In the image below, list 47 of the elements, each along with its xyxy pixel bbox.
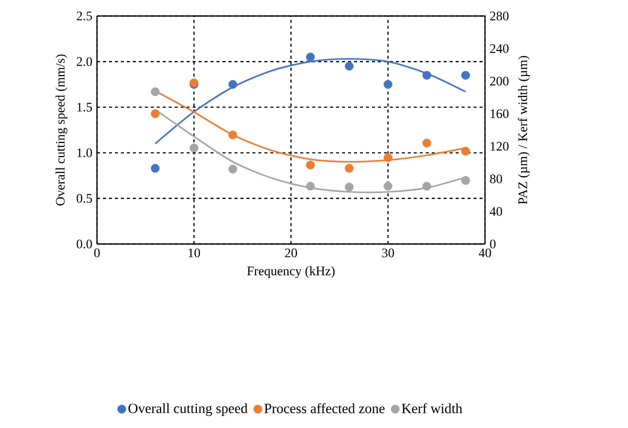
y2-tick-label: 120	[490, 142, 509, 151]
point	[344, 62, 354, 71]
legend-label: Process affected zone	[264, 403, 385, 414]
y-tick-label: 1.0	[77, 148, 92, 158]
point	[228, 80, 238, 89]
x-tick-label: 10	[188, 248, 200, 258]
x-tick-label: 30	[382, 248, 394, 258]
x-tick-label: 0	[94, 248, 100, 258]
y2-tick-label: 40	[490, 207, 502, 216]
legend-label: Overall cutting speed	[128, 403, 248, 416]
point	[228, 164, 238, 174]
x-axis-title: Frequency (kHz)	[247, 266, 335, 278]
point	[306, 160, 315, 170]
point	[384, 153, 392, 162]
y-tick-label: 2.0	[76, 57, 92, 66]
y-axis-title: Overall cutting speed (mm/s)	[56, 54, 68, 206]
y2-tick-label: 200	[490, 76, 509, 86]
y2-tick-label: 80	[490, 174, 502, 184]
point	[150, 109, 160, 118]
point	[422, 70, 432, 80]
point	[461, 70, 470, 80]
y2-axis-title: PAZ (µm) / Kerf width (µm)	[518, 56, 530, 204]
point	[150, 87, 160, 96]
point	[344, 164, 354, 173]
x-tick-label: 40	[478, 248, 492, 258]
point	[228, 130, 238, 140]
point	[344, 182, 354, 192]
legend-label: Kerf width	[402, 403, 462, 414]
y-tick-label: 0.0	[76, 240, 92, 248]
y-tick-label: 2.5	[76, 12, 92, 20]
point	[190, 144, 198, 152]
point	[384, 182, 392, 191]
point	[306, 52, 315, 62]
y2-tick-label: 0	[490, 240, 496, 248]
y-tick-label: 1.5	[77, 102, 92, 112]
y-tick-label: 0.5	[76, 194, 92, 203]
point	[150, 164, 160, 173]
y2-tick-label: 160	[490, 109, 509, 118]
point	[384, 80, 392, 89]
point	[461, 146, 470, 156]
point	[422, 182, 432, 191]
y2-tick-label: 280	[490, 12, 509, 20]
point	[306, 182, 315, 191]
point	[422, 138, 432, 148]
point	[461, 176, 470, 185]
y2-tick-label: 240	[490, 44, 509, 53]
x-tick-label: 20	[285, 248, 297, 258]
